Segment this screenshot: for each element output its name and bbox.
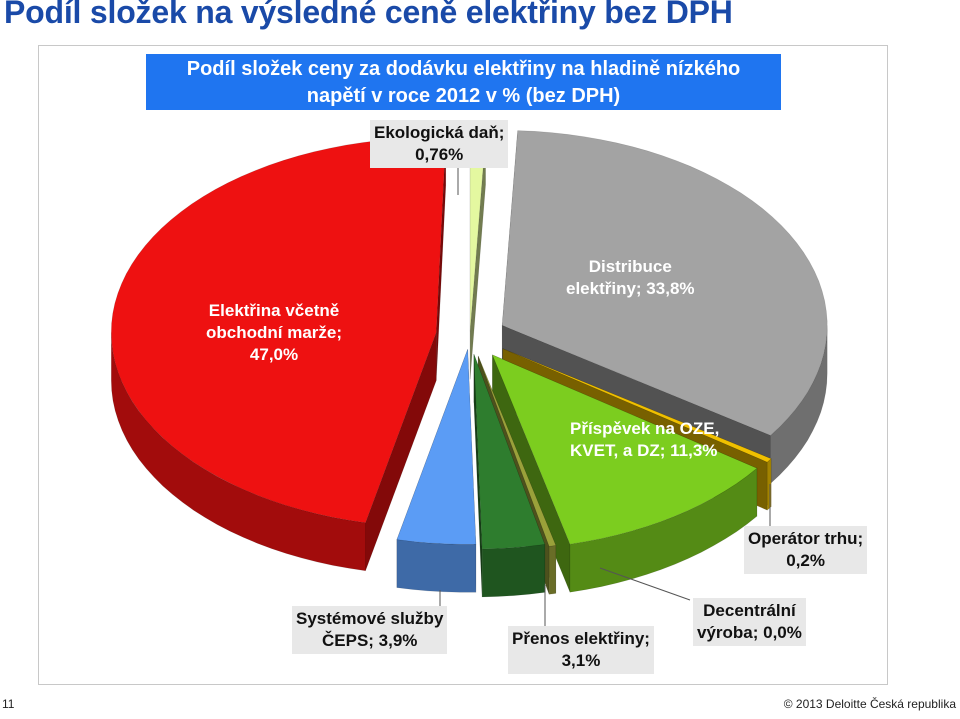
chart-title-line-1: Podíl složek ceny za dodávku elektřiny n… (186, 58, 741, 80)
leader-decentralni-vyroba (599, 567, 691, 601)
label-ekologicka-dan: Ekologická daň; 0,76% (370, 120, 509, 168)
label-elektrina-line-3: 47,0% (249, 345, 299, 364)
label-distribuce-line-2: elektřiny; 33,8% (566, 279, 695, 298)
label-prispevek-oze-line-1: Příspěvek na OZE, (570, 419, 720, 438)
pie-slice-eko-wall-end (469, 136, 486, 380)
pie-slice-ote-rim (766, 458, 772, 511)
label-decentralni-vyroba: Decentrální výroba; 0,0% (693, 598, 806, 646)
label-elektrina: Elektřina včetně obchodní marže; 47,0% (206, 300, 342, 366)
pie-slice-sys (396, 349, 477, 545)
label-decentralni-vyroba-line-1: Decentrální (703, 601, 796, 620)
label-distribuce: Distribuce elektřiny; 33,8% (566, 256, 695, 300)
label-ekologicka-dan-line-1: Ekologická daň; (374, 123, 505, 142)
label-operator-trhu: Operátor trhu; 0,2% (744, 526, 868, 574)
slide-title: Podíl složek na výsledné ceně elektřiny … (4, 0, 733, 30)
label-decentralni-vyroba-line-2: výroba; 0,0% (697, 623, 802, 642)
label-operator-trhu-line-2: 0,2% (786, 551, 825, 570)
label-systemove-sluzby-line-2: ČEPS; 3,9% (321, 631, 418, 650)
label-distribuce-line-1: Distribuce (588, 257, 672, 276)
label-ekologicka-dan-line-2: 0,76% (415, 145, 464, 164)
pie-slice-pre-rim (481, 544, 546, 598)
copyright-text: © 2013 Deloitte Česká republika (783, 697, 956, 711)
pie-slice-ele-rim (111, 332, 366, 572)
pie-slice-ele (110, 137, 447, 524)
pie-slice-dist (501, 130, 828, 436)
pie-slice-sys-rim (396, 539, 477, 593)
pie-slice-ele-wall-end (435, 137, 447, 381)
label-systemove-sluzby: Systémové služby ČEPS; 3,9% (292, 606, 448, 654)
pie-slice-pre (473, 353, 546, 550)
label-systemove-sluzby-line-1: Systémové služby (296, 609, 444, 628)
chart-title: Podíl složek ceny za dodávku elektřiny n… (146, 54, 781, 110)
label-prenos-elektriny-line-2: 3,1% (561, 651, 601, 670)
pie-slice-dec (477, 355, 557, 547)
pie-slice-oze (491, 354, 758, 545)
label-elektrina-line-2: obchodní marže; (206, 323, 343, 342)
label-prenos-elektriny-line-1: Přenos elektřiny; (512, 629, 650, 648)
page-number: 11 (2, 697, 15, 711)
label-prispevek-oze: Příspěvek na OZE, KVET, a DZ; 11,3% (570, 418, 719, 462)
pie-slice-dec-rim (548, 545, 557, 595)
pie-slice-ote (502, 348, 772, 463)
chart-title-line-2: napětí v roce 2012 v % (bez DPH) (306, 85, 621, 107)
label-elektrina-line-1: Elektřina včetně (208, 301, 340, 320)
pie-slice-ele-side (111, 137, 447, 572)
label-prenos-elektriny: Přenos elektřiny; 3,1% (508, 626, 654, 674)
label-operator-trhu-line-1: Operátor trhu; (748, 529, 864, 548)
label-prispevek-oze-line-2: KVET, a DZ; 11,3% (570, 441, 718, 460)
